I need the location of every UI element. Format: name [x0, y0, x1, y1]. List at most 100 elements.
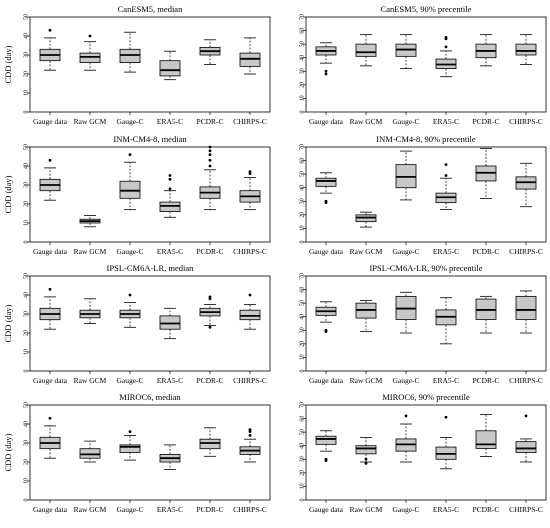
- outlier-point: [248, 434, 252, 437]
- iqr-box: [315, 177, 337, 187]
- iqr-box: [515, 295, 537, 320]
- y-tick-label: 0: [23, 241, 29, 244]
- y-tick-label: 40: [299, 185, 305, 191]
- y-tick-label: 60: [299, 158, 305, 164]
- x-tick-label: PCDR-C: [196, 247, 223, 256]
- y-tick-label: 10: [299, 354, 305, 360]
- chart-title: INM-CM4-8, 90% precentile: [376, 134, 476, 144]
- x-tick-label: CHIRPS-C: [509, 117, 543, 126]
- y-axis-label: CDD (day): [3, 304, 13, 342]
- outlier-point: [324, 201, 328, 205]
- chart-title: MIROC6, median: [119, 392, 181, 402]
- iqr-box: [199, 438, 221, 450]
- plot-frame: [305, 16, 547, 113]
- x-tick-label: PCDR-C: [196, 376, 223, 385]
- box-raw-gcm: [355, 437, 377, 465]
- box-era5-c: [435, 415, 457, 470]
- chart-panel: MIROC6, median CDD (day) 0 10 20 30 40 50 Gauge …: [3, 392, 271, 514]
- box-pcdr-c: [199, 427, 221, 457]
- plot-frame: [29, 275, 271, 372]
- outlier-point: [208, 295, 212, 299]
- x-tick-label: Raw GCM: [350, 247, 383, 256]
- outlier-point: [48, 28, 52, 32]
- x-tick-label: Gauge data: [33, 117, 68, 126]
- box-era5-c: [435, 163, 457, 210]
- iqr-box: [159, 201, 181, 213]
- iqr-box: [119, 180, 141, 199]
- outlier-point: [48, 287, 52, 291]
- box-gauge-c: [119, 31, 141, 73]
- x-tick-label: PCDR-C: [472, 117, 499, 126]
- iqr-box: [315, 435, 337, 445]
- plot-frame: [29, 146, 271, 243]
- box-chirps-c: [515, 290, 537, 334]
- chart-title: CanESM5, median: [118, 4, 183, 14]
- box-era5-c: [159, 444, 181, 471]
- chart-title: IPSL-CM6A-LR, median: [107, 263, 195, 273]
- x-tick-label: CHIRPS-C: [233, 117, 267, 126]
- y-tick-label: 50: [23, 273, 29, 279]
- outlier-point: [168, 187, 172, 191]
- x-tick-label: PCDR-C: [196, 505, 223, 514]
- iqr-box: [475, 430, 497, 449]
- box-pcdr-c: [475, 34, 497, 67]
- y-tick-label: 30: [299, 198, 305, 204]
- iqr-box: [79, 448, 101, 459]
- y-tick-label: 10: [23, 90, 29, 96]
- plot-frame: [29, 16, 271, 113]
- y-tick-label: 50: [23, 402, 29, 408]
- box-era5-c: [159, 174, 181, 218]
- y-tick-label: 70: [299, 402, 305, 408]
- box-chirps-c: [239, 170, 261, 211]
- y-tick-label: 30: [23, 52, 29, 58]
- x-tick-label: Gauge-C: [116, 247, 143, 256]
- x-tick-label: Gauge-C: [116, 117, 143, 126]
- x-tick-label: ERA5-C: [157, 247, 183, 256]
- outlier-point: [324, 459, 328, 463]
- box-gauge-c: [119, 153, 141, 211]
- outlier-point: [324, 69, 328, 73]
- plot-frame: [305, 404, 547, 501]
- y-tick-label: 0: [299, 111, 305, 114]
- box-pcdr-c: [475, 295, 497, 334]
- x-tick-label: Gauge-C: [392, 376, 419, 385]
- outlier-point: [364, 461, 368, 465]
- y-axis-label: CDD (day): [3, 45, 13, 83]
- y-tick-label: 20: [23, 71, 29, 77]
- x-tick-label: ERA5-C: [157, 505, 183, 514]
- x-tick-label: Gauge-C: [116, 505, 143, 514]
- y-tick-label: 30: [23, 182, 29, 188]
- y-tick-label: 70: [299, 144, 305, 150]
- box-pcdr-c: [199, 145, 221, 211]
- box-raw-gcm: [79, 440, 101, 463]
- y-axis-label: CDD (day): [3, 433, 13, 471]
- x-tick-label: Gauge data: [309, 505, 344, 514]
- y-tick-label: 40: [23, 421, 29, 427]
- y-tick-label: 30: [23, 311, 29, 317]
- box-raw-gcm: [79, 34, 101, 71]
- outlier-point: [208, 158, 212, 162]
- x-tick-label: ERA5-C: [433, 247, 459, 256]
- y-axis-label: CDD (day): [3, 175, 13, 213]
- outlier-point: [364, 457, 368, 461]
- x-tick-label: CHIRPS-C: [233, 247, 267, 256]
- x-tick-label: Gauge-C: [392, 117, 419, 126]
- y-tick-label: 0: [23, 499, 29, 502]
- iqr-box: [79, 52, 101, 63]
- x-tick-label: ERA5-C: [157, 117, 183, 126]
- x-tick-label: CHIRPS-C: [509, 247, 543, 256]
- outlier-point: [444, 163, 448, 167]
- x-tick-label: Raw GCM: [74, 376, 107, 385]
- chart-title: CanESM5, 90% precentile: [381, 4, 472, 14]
- y-tick-label: 20: [299, 82, 305, 88]
- y-tick-label: 40: [299, 443, 305, 449]
- y-tick-label: 50: [299, 429, 305, 435]
- box-pcdr-c: [475, 147, 497, 199]
- y-tick-label: 30: [299, 327, 305, 333]
- y-tick-label: 40: [23, 292, 29, 298]
- box-raw-gcm: [355, 300, 377, 333]
- y-tick-label: 70: [299, 273, 305, 279]
- iqr-box: [119, 444, 141, 453]
- box-chirps-c: [515, 414, 537, 463]
